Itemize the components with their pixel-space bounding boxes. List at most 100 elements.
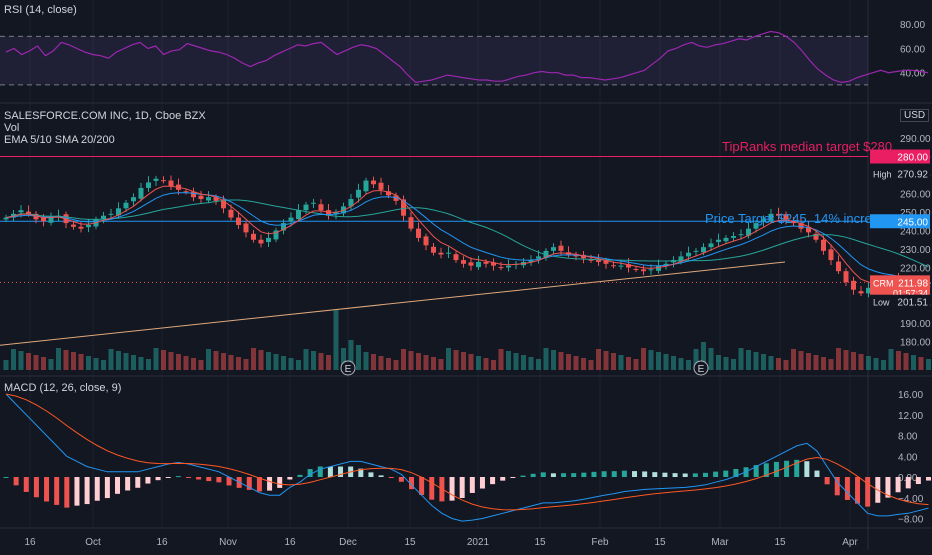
macd-histogram-bar: [378, 475, 384, 477]
volume-bar: [558, 352, 564, 370]
macd-histogram-bar: [429, 477, 435, 500]
volume-bar: [716, 355, 721, 370]
macd-histogram-bar: [561, 473, 567, 477]
volume-bar: [273, 354, 279, 370]
volume-bar: [11, 349, 16, 370]
volume-bar: [198, 360, 204, 370]
volume-bar: [266, 352, 271, 370]
volume-bar: [191, 358, 196, 370]
volume-bar: [723, 357, 729, 370]
tag-280-value: 280.00: [897, 153, 928, 164]
volume-bar: [131, 355, 136, 370]
tag-low-label: Low: [873, 298, 890, 308]
volume-bar: [776, 358, 781, 370]
volume-bar: [71, 352, 76, 370]
macd-histogram-bar: [165, 477, 171, 478]
time-axis-label: 16: [284, 537, 296, 548]
candle-body: [483, 261, 489, 264]
volume-bar: [401, 349, 406, 370]
volume-bar: [468, 354, 474, 370]
volume-bar: [903, 353, 909, 370]
volume-bar: [26, 353, 31, 370]
tag-280-bg: [870, 149, 930, 164]
candle-body: [581, 254, 586, 259]
macd-histogram-bar: [104, 477, 110, 499]
macd-histogram-bar: [449, 477, 455, 501]
macd-histogram-bar: [824, 477, 830, 485]
tag-high-label: High: [873, 169, 892, 179]
macd-histogram-bar: [388, 477, 394, 478]
candle-body: [318, 204, 324, 211]
macd-histogram-bar: [915, 477, 921, 485]
macd-histogram-bar: [459, 477, 465, 499]
time-axis-label: 15: [654, 537, 666, 548]
rsi-tick-label: 60.00: [900, 44, 925, 55]
candle-body: [243, 223, 249, 233]
macd-histogram-bar: [591, 471, 597, 477]
ema10-line: [5, 192, 929, 281]
volume-bar: [506, 351, 511, 370]
candle-body: [386, 191, 391, 196]
macd-histogram-bar: [74, 477, 80, 506]
macd-histogram-bar: [287, 477, 293, 480]
volume-bar: [821, 357, 826, 370]
volume-bar: [168, 352, 174, 370]
candle-body: [266, 237, 271, 242]
earnings-marker: [693, 360, 709, 376]
candle-body: [183, 191, 189, 193]
volume-bar: [911, 355, 916, 370]
volume-bar: [851, 352, 856, 370]
candle-body: [86, 224, 91, 228]
macd-histogram-bar: [246, 477, 252, 490]
price-tick-label: 190.00: [900, 319, 931, 330]
candle-body: [843, 271, 849, 283]
candle-body: [161, 180, 166, 182]
macd-histogram-bar: [185, 477, 191, 478]
price-tick-label: 240.00: [900, 227, 931, 238]
volume-bar: [896, 351, 901, 370]
candle-body: [33, 213, 39, 220]
candle-body: [686, 252, 691, 257]
candle-body: [206, 197, 211, 201]
macd-histogram-bar: [621, 470, 627, 477]
currency-badge[interactable]: USD: [900, 109, 930, 122]
volume-bar: [663, 354, 669, 370]
time-axis-label: Oct: [85, 537, 101, 548]
macd-tick-label: 4.00: [898, 452, 918, 463]
macd-histogram-bar: [317, 466, 323, 477]
median-target-annotation: TipRanks median target $280: [722, 139, 893, 154]
volume-bar: [753, 352, 759, 370]
candle-body: [596, 260, 601, 262]
macd-histogram-bar: [652, 472, 658, 477]
candle-body: [656, 265, 661, 271]
candle-body: [273, 230, 279, 240]
volume-bar: [116, 351, 121, 370]
volume-bar: [438, 359, 444, 370]
time-axis-label: 16: [156, 537, 168, 548]
candle-body: [191, 191, 196, 198]
ma-title: EMA 5/10 SMA 20/200: [4, 134, 115, 146]
candle-body: [611, 265, 616, 267]
candle-body: [296, 210, 301, 220]
candle-body: [498, 267, 504, 269]
tag-245-bg: [870, 214, 930, 229]
candle-body: [303, 204, 309, 211]
volume-bar: [611, 353, 616, 370]
volume-bar: [626, 357, 631, 370]
candle-body: [423, 236, 429, 246]
macd-tick-label: 12.00: [898, 411, 923, 422]
macd-histogram-bar: [307, 469, 313, 477]
macd-histogram-bar: [804, 461, 810, 477]
macd-histogram-bar: [175, 476, 181, 478]
volume-bar: [296, 360, 301, 370]
candle-body: [626, 264, 631, 268]
price-title: SALESFORCE.COM INC, 1D, Cboe BZX: [4, 110, 206, 122]
ema5-line: [5, 185, 929, 284]
rsi-tick-label: 80.00: [900, 20, 925, 31]
sma200-line: [0, 261, 786, 346]
time-axis-label: 2021: [467, 537, 490, 548]
volume-bar: [288, 358, 294, 370]
macd-histogram-bar: [338, 466, 344, 477]
